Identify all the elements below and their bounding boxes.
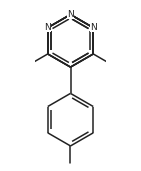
Text: N: N [67, 10, 74, 19]
Text: N: N [44, 23, 51, 32]
Text: N: N [90, 23, 97, 32]
